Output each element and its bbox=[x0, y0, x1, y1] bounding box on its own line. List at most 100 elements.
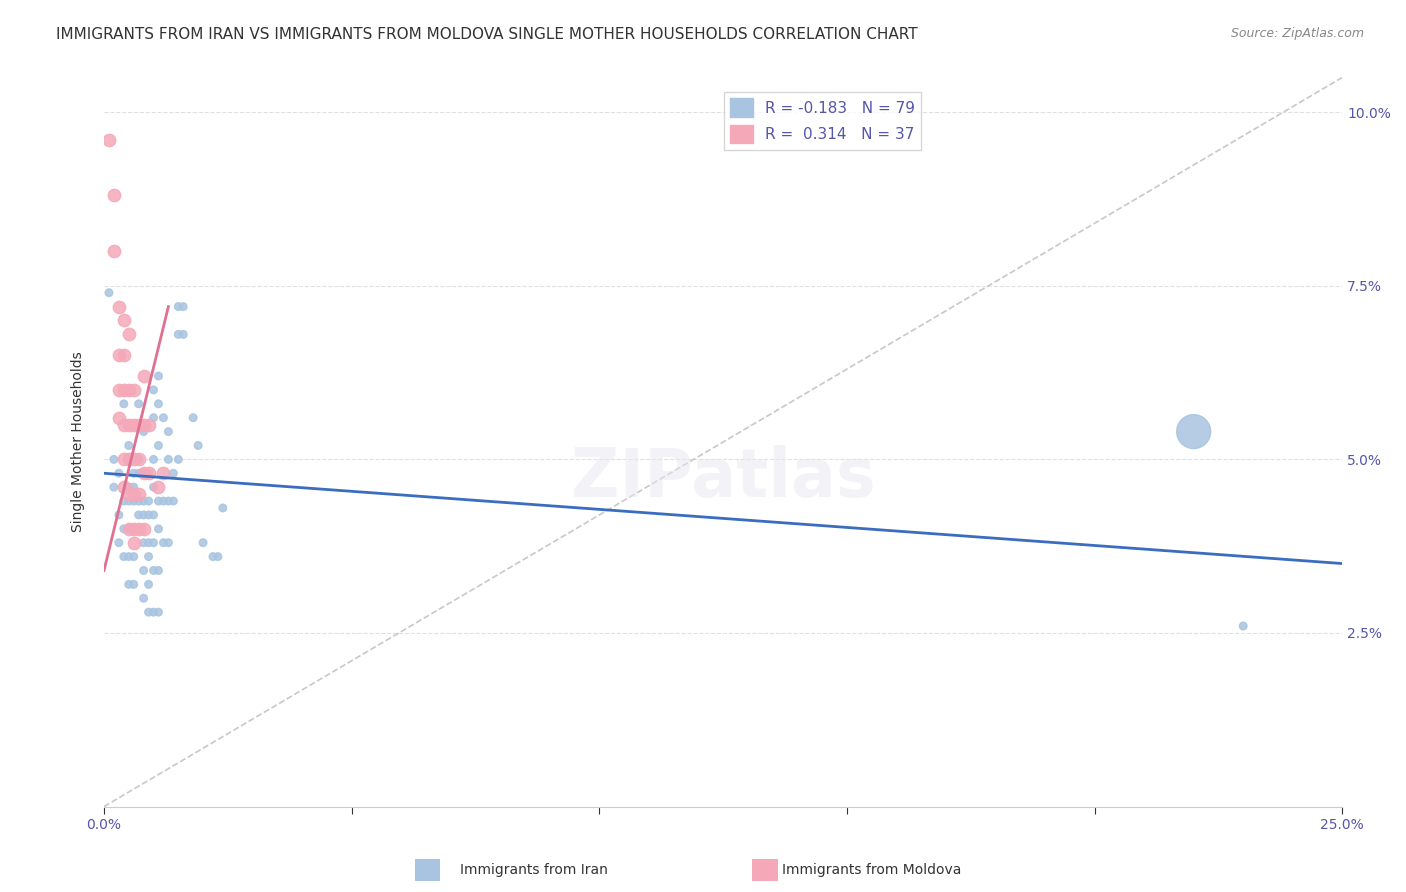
Point bbox=[122, 383, 145, 397]
Point bbox=[138, 549, 160, 564]
Point bbox=[1182, 425, 1205, 439]
Point bbox=[1232, 619, 1254, 633]
Point bbox=[112, 452, 135, 467]
Point bbox=[122, 522, 145, 536]
Point bbox=[207, 549, 229, 564]
Text: Source: ZipAtlas.com: Source: ZipAtlas.com bbox=[1230, 27, 1364, 40]
Point bbox=[118, 522, 141, 536]
Point bbox=[122, 487, 145, 501]
Point bbox=[132, 522, 155, 536]
Point bbox=[103, 244, 125, 258]
Point bbox=[138, 535, 160, 549]
Point bbox=[172, 300, 194, 314]
Point bbox=[157, 425, 180, 439]
Point bbox=[118, 522, 141, 536]
Text: Immigrants from Moldova: Immigrants from Moldova bbox=[782, 863, 962, 877]
Point bbox=[118, 438, 141, 452]
Point bbox=[148, 522, 170, 536]
Point bbox=[167, 327, 190, 342]
Point bbox=[148, 480, 170, 494]
Point bbox=[138, 605, 160, 619]
Point bbox=[108, 300, 131, 314]
Point bbox=[132, 535, 155, 549]
Point bbox=[142, 480, 165, 494]
Point bbox=[152, 494, 174, 508]
Point bbox=[152, 410, 174, 425]
Point bbox=[148, 369, 170, 384]
Point bbox=[172, 327, 194, 342]
Point bbox=[118, 480, 141, 494]
Point bbox=[132, 417, 155, 432]
Point bbox=[138, 508, 160, 522]
Point bbox=[112, 397, 135, 411]
Point bbox=[138, 467, 160, 481]
Point bbox=[122, 417, 145, 432]
Point bbox=[112, 348, 135, 362]
Point bbox=[122, 549, 145, 564]
Point bbox=[162, 494, 184, 508]
Point bbox=[148, 494, 170, 508]
Point bbox=[142, 564, 165, 578]
Point bbox=[122, 467, 145, 481]
Point bbox=[112, 494, 135, 508]
Point bbox=[132, 467, 155, 481]
Point bbox=[118, 494, 141, 508]
Point bbox=[157, 494, 180, 508]
Point bbox=[118, 487, 141, 501]
Point bbox=[97, 285, 120, 300]
Point bbox=[118, 383, 141, 397]
Point bbox=[187, 438, 209, 452]
Y-axis label: Single Mother Households: Single Mother Households bbox=[72, 351, 86, 533]
Point bbox=[103, 452, 125, 467]
Point bbox=[103, 480, 125, 494]
Point bbox=[122, 494, 145, 508]
Point bbox=[201, 549, 224, 564]
Point bbox=[148, 397, 170, 411]
Point bbox=[108, 467, 131, 481]
Point bbox=[128, 417, 150, 432]
Point bbox=[122, 522, 145, 536]
Point bbox=[122, 535, 145, 549]
Point bbox=[128, 452, 150, 467]
Point bbox=[118, 327, 141, 342]
Point bbox=[112, 480, 135, 494]
Point bbox=[108, 535, 131, 549]
Text: ZIPatlas: ZIPatlas bbox=[571, 445, 876, 511]
Point bbox=[97, 133, 120, 147]
Point bbox=[138, 577, 160, 591]
Point bbox=[191, 535, 214, 549]
Point bbox=[152, 535, 174, 549]
Point bbox=[122, 577, 145, 591]
Point bbox=[142, 508, 165, 522]
Point bbox=[128, 467, 150, 481]
Point bbox=[132, 508, 155, 522]
Point bbox=[162, 467, 184, 481]
Point bbox=[167, 300, 190, 314]
Point bbox=[142, 535, 165, 549]
Point bbox=[138, 494, 160, 508]
Point bbox=[142, 452, 165, 467]
Point bbox=[128, 397, 150, 411]
Point bbox=[128, 494, 150, 508]
Point bbox=[157, 535, 180, 549]
Point bbox=[112, 417, 135, 432]
Point bbox=[142, 410, 165, 425]
Point bbox=[152, 467, 174, 481]
Point bbox=[128, 508, 150, 522]
Point bbox=[132, 467, 155, 481]
Point bbox=[132, 425, 155, 439]
Point bbox=[112, 313, 135, 327]
Point bbox=[132, 564, 155, 578]
Point bbox=[122, 480, 145, 494]
Point bbox=[128, 487, 150, 501]
Point bbox=[118, 577, 141, 591]
Point bbox=[212, 500, 235, 515]
Point bbox=[118, 417, 141, 432]
Point bbox=[142, 383, 165, 397]
Legend: R = -0.183   N = 79, R =  0.314   N = 37: R = -0.183 N = 79, R = 0.314 N = 37 bbox=[724, 93, 921, 150]
Point bbox=[108, 508, 131, 522]
Point bbox=[181, 410, 204, 425]
Point bbox=[142, 605, 165, 619]
Point bbox=[122, 452, 145, 467]
Point bbox=[148, 564, 170, 578]
